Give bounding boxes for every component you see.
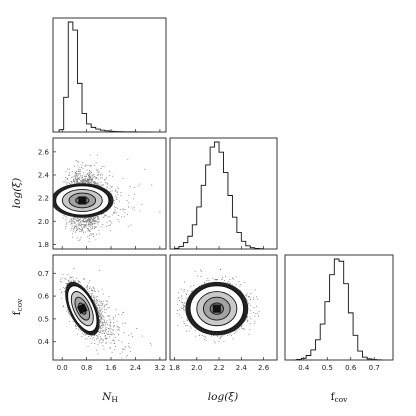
histogram-logxi bbox=[174, 141, 265, 250]
hist-bin bbox=[87, 124, 92, 132]
hist-bin bbox=[320, 324, 325, 360]
hist-bin bbox=[330, 275, 335, 360]
y-tick-label: 2.2 bbox=[38, 195, 49, 203]
histogram-step-nh bbox=[58, 21, 152, 133]
joint-logxi-nh-frame bbox=[52, 137, 167, 250]
x-tick-label: 2.4 bbox=[236, 364, 248, 372]
hist-bin bbox=[197, 207, 201, 249]
density-peak bbox=[76, 303, 88, 314]
y-tick-label: 2.4 bbox=[38, 172, 50, 180]
density-peak bbox=[212, 304, 221, 313]
hist-bin bbox=[339, 261, 344, 360]
hist-bin bbox=[228, 196, 232, 250]
hist-bin bbox=[358, 351, 363, 360]
hist-bin bbox=[316, 340, 321, 360]
density-peak bbox=[78, 196, 87, 205]
x-axis-label-nh: NH bbox=[101, 391, 118, 404]
x-tick-label: 0.4 bbox=[298, 364, 310, 372]
x-axis-label-logxi: log(ξ) bbox=[208, 391, 238, 403]
hist-bin bbox=[334, 259, 339, 360]
hist-bin bbox=[82, 113, 87, 132]
x-tick-label: 2.6 bbox=[258, 364, 270, 372]
y-tick-label: 0.4 bbox=[38, 338, 50, 346]
hist-bin bbox=[68, 22, 73, 132]
histogram-nh bbox=[58, 21, 152, 133]
hist-bin bbox=[73, 30, 78, 132]
hist-bin bbox=[232, 217, 236, 249]
hist-logxi-frame bbox=[169, 137, 278, 250]
hist-bin bbox=[215, 142, 219, 249]
hist-bin bbox=[325, 302, 330, 360]
hist-bin bbox=[348, 313, 353, 360]
x-tick-label: 3.2 bbox=[154, 364, 165, 372]
y-tick-label: 2.0 bbox=[38, 218, 49, 226]
x-tick-label: 1.8 bbox=[169, 364, 180, 372]
hist-bin bbox=[219, 152, 223, 249]
hist-fcov-frame bbox=[284, 254, 394, 361]
x-tick-label: 0.8 bbox=[81, 364, 92, 372]
hist-bin bbox=[64, 97, 69, 132]
hist-bin bbox=[241, 241, 245, 249]
hist-bin bbox=[192, 225, 196, 249]
x-axis-label-fcov: fcov bbox=[331, 391, 349, 404]
x-tick-label: 1.6 bbox=[105, 364, 117, 372]
histogram-fcov bbox=[291, 258, 382, 361]
y-axis-label-logxi: log(ξ) bbox=[11, 178, 23, 208]
x-tick-label: 0.0 bbox=[57, 364, 68, 372]
y-tick-label: 0.5 bbox=[38, 315, 49, 323]
hist-bin bbox=[210, 147, 214, 249]
hist-bin bbox=[353, 335, 358, 360]
y-tick-label: 0.6 bbox=[38, 293, 50, 301]
hist-bin bbox=[306, 356, 311, 360]
x-tick-label: 2.4 bbox=[130, 364, 142, 372]
hist-bin bbox=[224, 173, 228, 249]
hist-bin bbox=[77, 83, 82, 132]
histogram-step-logxi bbox=[174, 141, 265, 250]
histogram-step-fcov bbox=[291, 258, 382, 361]
x-tick-label: 2.2 bbox=[213, 364, 224, 372]
joint-logxi_vs_nh bbox=[53, 154, 161, 243]
hist-bin bbox=[188, 236, 192, 249]
joint-fcov_vs_logxi bbox=[176, 269, 260, 344]
joint-fcov-nh-frame bbox=[52, 254, 167, 361]
joint-fcov_vs_nh bbox=[59, 267, 152, 360]
x-tick-label: 0.5 bbox=[322, 364, 333, 372]
y-tick-label: 0.7 bbox=[38, 270, 49, 278]
hist-bin bbox=[311, 350, 316, 360]
hist-bin bbox=[246, 246, 250, 249]
x-tick-label: 2.0 bbox=[191, 364, 202, 372]
hist-bin bbox=[201, 185, 205, 249]
hist-nh-frame bbox=[52, 17, 167, 133]
joint-fcov-logxi-frame bbox=[169, 254, 278, 361]
hist-bin bbox=[183, 243, 187, 249]
y-tick-label: 2.6 bbox=[38, 148, 50, 156]
hist-bin bbox=[237, 232, 241, 249]
hist-bin bbox=[344, 284, 349, 360]
y-tick-label: 1.8 bbox=[38, 241, 49, 249]
hist-bin bbox=[206, 165, 210, 249]
hist-bin bbox=[91, 127, 96, 132]
x-tick-label: 0.6 bbox=[345, 364, 357, 372]
y-axis-label-fcov: fcov bbox=[11, 298, 24, 316]
x-tick-label: 0.7 bbox=[369, 364, 380, 372]
